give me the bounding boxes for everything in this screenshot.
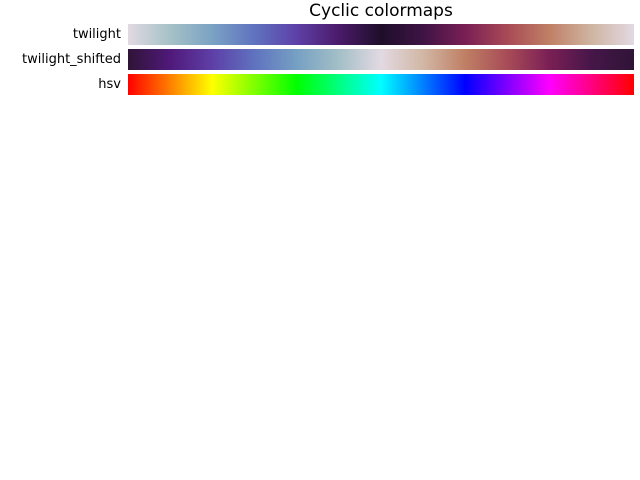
chart-title: Cyclic colormaps: [309, 1, 453, 21]
colormap-label-twilight-shifted: twilight_shifted: [22, 52, 121, 67]
colormap-row-hsv: hsv: [0, 74, 640, 95]
colormap-bar-twilight: [128, 24, 634, 45]
colormap-label-hsv: hsv: [98, 77, 121, 92]
colormap-row-twilight-shifted: twilight_shifted: [0, 49, 640, 70]
colormap-label-twilight: twilight: [72, 27, 121, 42]
colormap-row-twilight: twilight: [0, 24, 640, 45]
colormap-bar-hsv: [128, 74, 634, 95]
colormap-bar-twilight-shifted: [128, 49, 634, 70]
